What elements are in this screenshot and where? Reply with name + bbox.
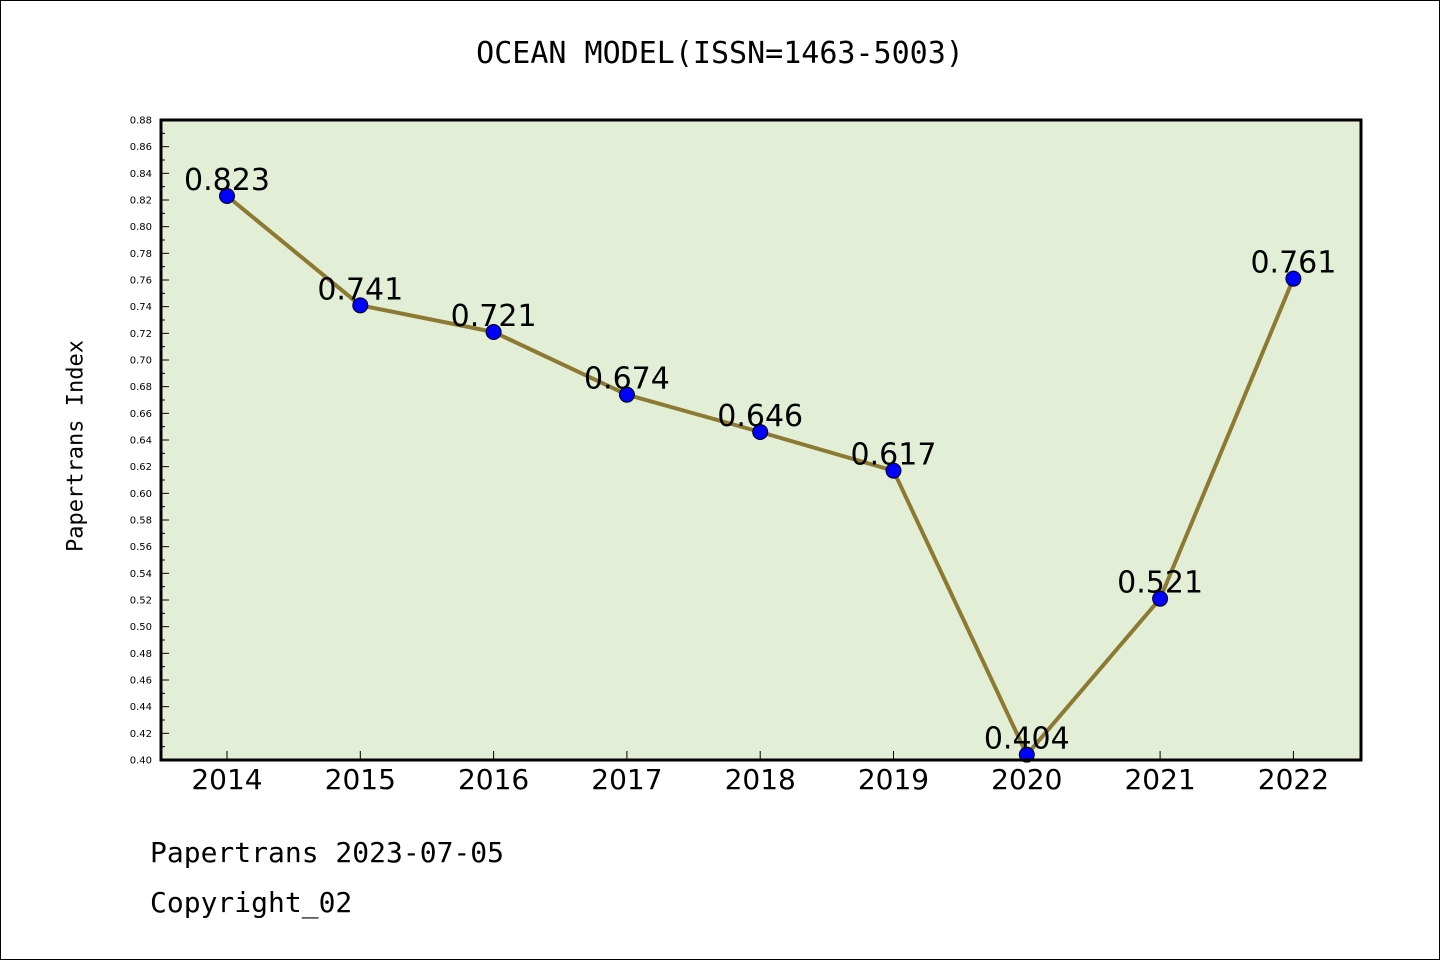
y-tick-label: 0.80 xyxy=(130,222,152,233)
data-point xyxy=(219,188,235,204)
y-tick-label: 0.58 xyxy=(130,516,152,527)
y-tick-label: 0.52 xyxy=(130,596,152,607)
x-tick-label: 2017 xyxy=(591,763,662,796)
data-label: 0.674 xyxy=(584,362,670,397)
data-point xyxy=(1018,746,1035,763)
y-tick-label: 0.76 xyxy=(130,276,152,287)
x-axis: 2014 2015 2016 2017 2018 2019 2020 2021 2022 xyxy=(191,751,1329,796)
plot-frame xyxy=(159,118,1363,762)
y-tick-label: 0.88 xyxy=(130,116,152,127)
y-tick-label: 0.44 xyxy=(130,702,152,713)
data-label: 0.741 xyxy=(317,272,403,307)
y-tick-label: 0.56 xyxy=(130,542,152,553)
x-tick-label: 2018 xyxy=(725,763,796,796)
data-label: 0.404 xyxy=(984,722,1070,757)
x-tick-label: 2019 xyxy=(858,763,929,796)
data-label: 0.646 xyxy=(717,399,803,434)
series-layer xyxy=(219,188,1302,763)
y-tick-label: 0.54 xyxy=(130,569,152,580)
y-tick-label: 0.68 xyxy=(130,382,152,393)
y-tick-label: 0.84 xyxy=(130,169,152,180)
x-tick-label: 2015 xyxy=(325,763,396,796)
y-tick-label: 0.72 xyxy=(130,329,152,340)
y-tick-label: 0.78 xyxy=(130,249,152,260)
data-label: 0.823 xyxy=(184,163,270,198)
data-point xyxy=(885,462,902,479)
footer-source: Papertrans 2023-07-05 xyxy=(150,836,505,869)
y-tick-label: 0.70 xyxy=(130,356,152,367)
data-point xyxy=(352,297,369,314)
y-axis: 0.40 0.42 0.44 0.46 0.48 0.50 0.52 0.54 0.56 0.58… xyxy=(130,116,169,767)
y-tick-label: 0.46 xyxy=(130,676,152,687)
x-tick-label: 2022 xyxy=(1258,763,1329,796)
data-label: 0.617 xyxy=(851,438,937,473)
y-tick-label: 0.50 xyxy=(130,622,152,633)
y-tick-label: 0.86 xyxy=(130,142,152,153)
y-tick-label: 0.82 xyxy=(130,196,152,207)
data-point xyxy=(752,424,769,440)
y-tick-label: 0.42 xyxy=(130,729,152,740)
y-tick-label: 0.66 xyxy=(130,409,152,420)
data-label: 0.721 xyxy=(451,299,537,334)
plot-area xyxy=(161,120,1361,760)
x-tick-label: 2021 xyxy=(1124,763,1195,796)
y-tick-label: 0.60 xyxy=(130,489,152,500)
y-tick-label: 0.74 xyxy=(130,302,152,313)
data-point xyxy=(1285,270,1302,287)
chart-title: OCEAN MODEL(ISSN=1463-5003) xyxy=(476,36,964,71)
x-tick-label: 2016 xyxy=(458,763,529,796)
y-tick-label: 0.48 xyxy=(130,649,152,660)
data-labels-layer: 0.823 0.741 0.721 0.674 0.646 0.617 0.404 0.521… xyxy=(184,163,1336,757)
data-point xyxy=(618,386,635,403)
y-tick-label: 0.62 xyxy=(130,462,152,473)
y-tick-label: 0.40 xyxy=(130,756,152,767)
y-tick-label: 0.64 xyxy=(130,436,152,447)
x-tick-label: 2014 xyxy=(191,763,262,796)
data-label: 0.521 xyxy=(1117,566,1203,601)
data-point xyxy=(485,324,502,340)
footer-copyright: Copyright_02 xyxy=(150,886,353,919)
data-point xyxy=(1152,590,1169,607)
x-tick-label: 2020 xyxy=(991,763,1062,796)
data-label: 0.761 xyxy=(1250,246,1336,281)
